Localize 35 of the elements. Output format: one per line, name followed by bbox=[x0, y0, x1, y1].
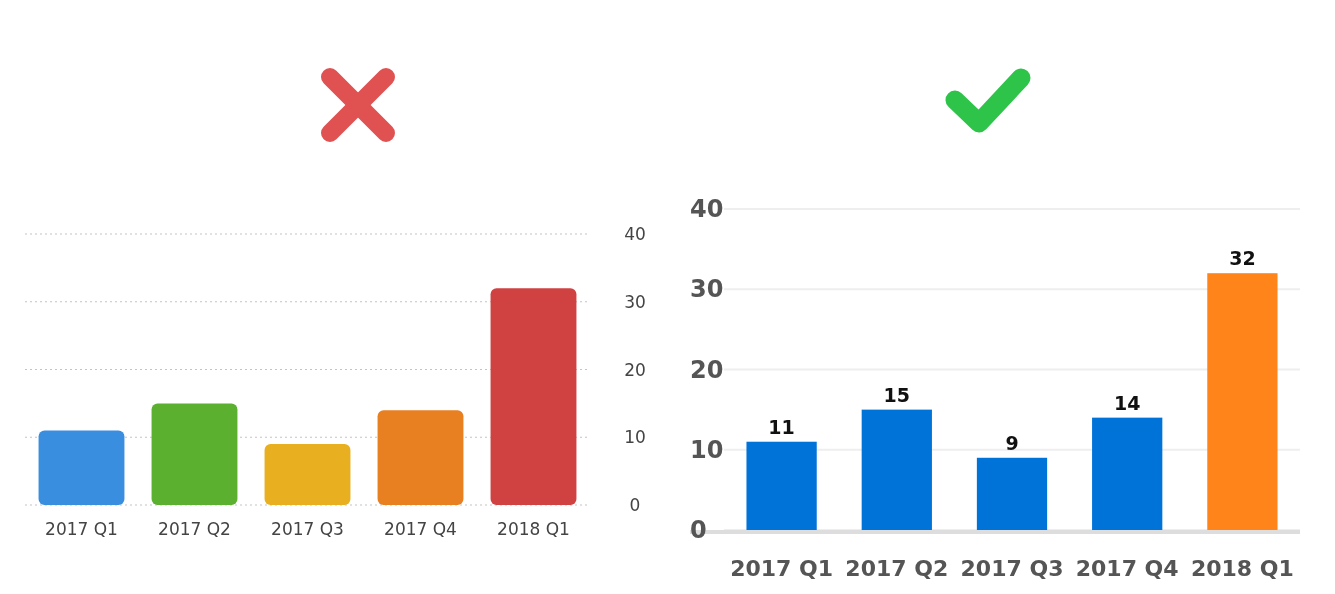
x-tick-label: 2017 Q1 bbox=[730, 555, 834, 581]
data-label: 9 bbox=[1005, 431, 1019, 454]
y-tick-label: 20 bbox=[624, 359, 646, 380]
x-tick-label: 2017 Q3 bbox=[271, 519, 344, 539]
y-tick-label: 10 bbox=[624, 427, 646, 448]
bar bbox=[1207, 273, 1278, 530]
x-tick-label: 2017 Q4 bbox=[384, 519, 457, 539]
x-tick-label: 2018 Q1 bbox=[1190, 555, 1294, 581]
bar bbox=[746, 441, 817, 530]
y-tick-label: 30 bbox=[690, 275, 724, 304]
y-tick-label: 30 bbox=[624, 291, 646, 312]
x-tick-label: 2017 Q1 bbox=[45, 519, 118, 539]
bar bbox=[38, 430, 125, 505]
x-tick-label: 2018 Q1 bbox=[497, 519, 570, 539]
data-label: 15 bbox=[883, 383, 911, 406]
bar bbox=[976, 457, 1048, 530]
data-label: 32 bbox=[1229, 247, 1256, 270]
bar bbox=[1092, 417, 1163, 530]
bar bbox=[377, 410, 464, 505]
y-tick-label: 0 bbox=[690, 516, 707, 544]
y-tick-label: 0 bbox=[629, 495, 641, 515]
bar bbox=[490, 288, 577, 505]
y-tick-label: 40 bbox=[690, 195, 724, 223]
x-tick-label: 2017 Q2 bbox=[158, 519, 231, 539]
bar bbox=[151, 403, 238, 505]
data-label: 11 bbox=[768, 415, 795, 438]
y-tick-label: 10 bbox=[690, 435, 724, 464]
bar bbox=[264, 444, 351, 505]
x-tick-label: 2017 Q4 bbox=[1075, 555, 1179, 581]
y-tick-label: 20 bbox=[690, 355, 724, 384]
bar bbox=[861, 409, 932, 530]
x-tick-label: 2017 Q3 bbox=[960, 555, 1064, 581]
x-tick-label: 2017 Q2 bbox=[845, 555, 949, 581]
y-tick-label: 40 bbox=[624, 224, 646, 244]
data-label: 14 bbox=[1113, 391, 1141, 414]
